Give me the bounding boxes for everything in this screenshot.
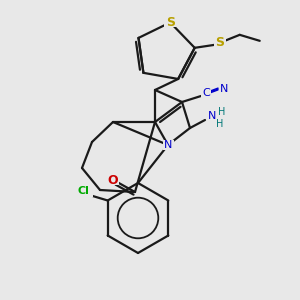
- Text: C: C: [202, 88, 210, 98]
- Text: H: H: [218, 107, 226, 117]
- Bar: [75, 187, 93, 196]
- Text: N: N: [220, 84, 228, 94]
- Bar: [214, 38, 226, 48]
- Text: Cl: Cl: [78, 187, 90, 196]
- Bar: [201, 88, 211, 98]
- Text: O: O: [108, 173, 118, 187]
- Text: N: N: [164, 140, 172, 150]
- Bar: [219, 84, 229, 94]
- Bar: [164, 17, 176, 28]
- Bar: [107, 175, 119, 185]
- Text: S: S: [215, 36, 224, 49]
- Text: H: H: [216, 119, 224, 129]
- Text: S: S: [166, 16, 175, 29]
- Bar: [163, 140, 173, 150]
- Text: N: N: [208, 111, 216, 121]
